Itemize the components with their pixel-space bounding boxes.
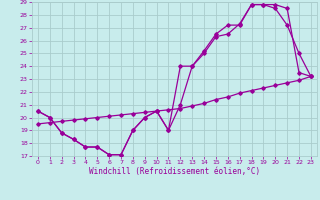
X-axis label: Windchill (Refroidissement éolien,°C): Windchill (Refroidissement éolien,°C) bbox=[89, 167, 260, 176]
